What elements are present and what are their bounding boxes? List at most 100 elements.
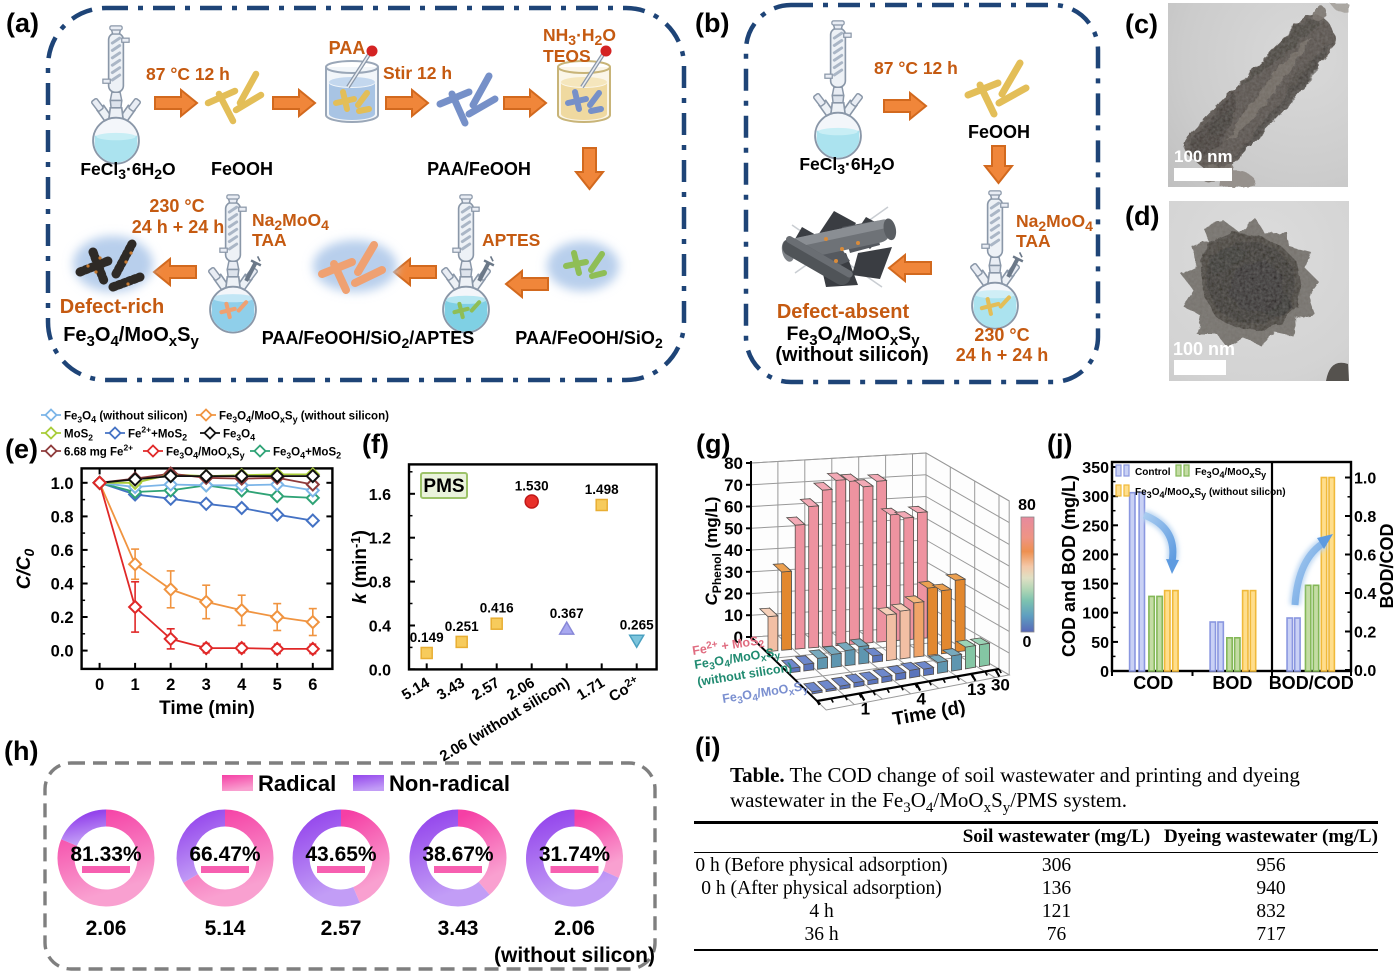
svg-text:0: 0 [1100, 664, 1109, 681]
svg-text:250: 250 [1082, 518, 1109, 535]
svg-text:Fe3O4/MoOxSy (without silicon): Fe3O4/MoOxSy (without silicon) [1135, 487, 1286, 500]
svg-text:(f): (f) [362, 429, 389, 459]
svg-text:2.57: 2.57 [469, 674, 503, 704]
svg-text:2.57: 2.57 [321, 917, 362, 940]
svg-text:0.4: 0.4 [51, 576, 75, 594]
svg-text:50: 50 [724, 519, 743, 538]
svg-text:2: 2 [166, 676, 175, 694]
svg-text:(without silicon): (without silicon) [494, 944, 655, 967]
svg-text:Fe3O4/MoOxSy: Fe3O4/MoOxSy [166, 447, 245, 461]
svg-text:Fe3O4/MoOxSy: Fe3O4/MoOxSy [63, 324, 199, 350]
svg-text:COD and BOD (mg/L): COD and BOD (mg/L) [1059, 475, 1079, 657]
svg-text:10: 10 [724, 606, 743, 625]
svg-text:38.67%: 38.67% [422, 843, 494, 866]
svg-text:MoS2: MoS2 [64, 429, 93, 443]
svg-text:200: 200 [1082, 547, 1109, 564]
svg-text:1.0: 1.0 [1354, 471, 1376, 488]
svg-text:1.530: 1.530 [515, 479, 549, 494]
svg-text:81.33%: 81.33% [70, 843, 142, 866]
svg-text:PAA/FeOOH: PAA/FeOOH [427, 159, 531, 179]
svg-text:Na2MoO4: Na2MoO4 [1016, 211, 1093, 234]
svg-text:PMS: PMS [423, 476, 464, 497]
svg-text:30: 30 [724, 563, 743, 582]
svg-text:5: 5 [273, 676, 282, 694]
svg-text:1.498: 1.498 [585, 482, 619, 497]
svg-text:0.0: 0.0 [1354, 663, 1376, 680]
svg-text:0.6: 0.6 [1354, 548, 1376, 565]
svg-text:80: 80 [1018, 497, 1036, 514]
svg-text:0: 0 [95, 676, 104, 694]
svg-text:350: 350 [1082, 460, 1109, 477]
svg-text:0.4: 0.4 [369, 619, 391, 636]
svg-text:1.0: 1.0 [51, 475, 74, 493]
svg-text:230 °C: 230 °C [974, 325, 1029, 345]
svg-text:Stir 12 h: Stir 12 h [383, 63, 452, 83]
svg-text:FeOOH: FeOOH [968, 122, 1030, 142]
svg-text:0.0: 0.0 [51, 643, 74, 661]
svg-text:0.2: 0.2 [1354, 625, 1376, 642]
svg-text:1: 1 [131, 676, 140, 694]
svg-text:FeCl3·6H2O: FeCl3·6H2O [799, 154, 894, 177]
svg-text:80: 80 [724, 454, 743, 473]
svg-text:0.367: 0.367 [550, 606, 584, 621]
svg-text:(g): (g) [696, 429, 730, 459]
svg-text:0.265: 0.265 [620, 617, 654, 632]
svg-text:CPhenol (mg/L): CPhenol (mg/L) [702, 497, 724, 606]
svg-text:Time (d): Time (d) [891, 697, 967, 730]
svg-text:0.8: 0.8 [369, 575, 391, 592]
svg-text:31.74%: 31.74% [539, 843, 611, 866]
svg-text:PAA: PAA [329, 38, 366, 58]
svg-text:BOD/COD: BOD/COD [1377, 524, 1397, 609]
svg-text:Fe3O4/MoOxSy: Fe3O4/MoOxSy [1195, 467, 1266, 480]
svg-text:5.14: 5.14 [399, 674, 433, 704]
svg-text:100 nm: 100 nm [1174, 147, 1233, 166]
svg-text:BOD/COD: BOD/COD [1269, 673, 1354, 693]
svg-text:6: 6 [308, 676, 317, 694]
svg-text:230 °C: 230 °C [149, 196, 204, 216]
svg-text:6.68 mg Fe2+: 6.68 mg Fe2+ [64, 443, 133, 459]
svg-text:BOD: BOD [1212, 673, 1252, 693]
svg-text:0.416: 0.416 [480, 601, 514, 616]
svg-text:0.2: 0.2 [51, 609, 74, 627]
svg-text:PAA/FeOOH/SiO2/APTES: PAA/FeOOH/SiO2/APTES [262, 328, 475, 351]
svg-text:300: 300 [1082, 489, 1109, 506]
svg-text:Na2MoO4: Na2MoO4 [252, 210, 329, 233]
svg-text:2.06: 2.06 [554, 917, 595, 940]
svg-text:13: 13 [967, 680, 986, 699]
svg-text:Radical: Radical [258, 771, 336, 796]
svg-text:Fe3O4: Fe3O4 [223, 429, 255, 443]
svg-text:100: 100 [1082, 606, 1109, 623]
svg-text:Fe3O4/MoOxSy: Fe3O4/MoOxSy [786, 323, 920, 349]
svg-text:Defect-rich: Defect-rich [60, 296, 164, 318]
svg-text:1.6: 1.6 [369, 487, 391, 504]
svg-text:PAA/FeOOH/SiO2: PAA/FeOOH/SiO2 [515, 328, 663, 351]
svg-text:0: 0 [1023, 634, 1032, 651]
svg-text:(a): (a) [6, 8, 39, 38]
svg-text:30: 30 [991, 676, 1010, 695]
svg-text:40: 40 [724, 541, 743, 560]
svg-text:43.65%: 43.65% [305, 843, 377, 866]
svg-text:1: 1 [861, 699, 870, 718]
svg-text:TAA: TAA [1016, 231, 1051, 251]
svg-text:1.2: 1.2 [369, 531, 391, 548]
svg-text:1.71: 1.71 [574, 674, 608, 704]
svg-text:2.06: 2.06 [86, 917, 127, 940]
svg-text:(e): (e) [5, 434, 38, 464]
svg-text:0.251: 0.251 [445, 619, 479, 634]
svg-text:(c): (c) [1125, 9, 1158, 39]
svg-text:4: 4 [916, 690, 926, 709]
svg-text:(b): (b) [695, 8, 729, 38]
svg-text:66.47%: 66.47% [189, 843, 261, 866]
svg-text:COD: COD [1133, 673, 1173, 693]
svg-text:FeOOH: FeOOH [211, 159, 273, 179]
svg-text:24 h + 24 h: 24 h + 24 h [132, 217, 225, 237]
svg-text:Fe3O4/MoOxSy (without silicon): Fe3O4/MoOxSy (without silicon) [219, 411, 389, 425]
svg-text:APTES: APTES [482, 230, 540, 250]
svg-text:3.43: 3.43 [438, 917, 479, 940]
svg-text:TAA: TAA [252, 230, 287, 250]
svg-text:FeCl3·6H2O: FeCl3·6H2O [80, 159, 175, 182]
svg-text:0.8: 0.8 [51, 508, 74, 526]
svg-text:150: 150 [1082, 577, 1109, 594]
svg-text:(j): (j) [1047, 429, 1072, 459]
svg-text:Control: Control [1135, 467, 1171, 478]
